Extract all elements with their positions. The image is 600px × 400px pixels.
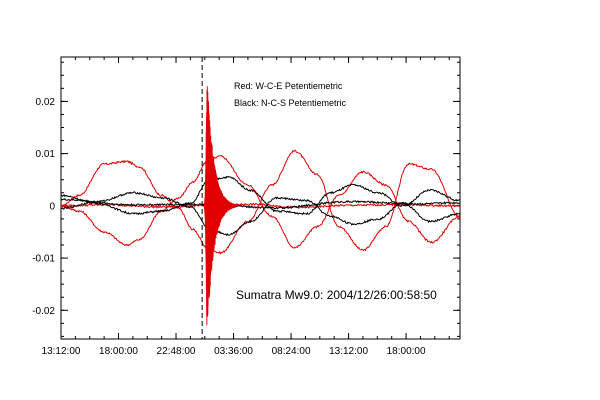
y-tick-label: -0.02: [32, 306, 55, 317]
series-line-1: [61, 155, 460, 249]
x-tick-label: 22:48:00: [157, 346, 196, 357]
legend-entry-red: Red: W-C-E Petentiemetric: [234, 81, 343, 91]
series-line-5: [61, 198, 460, 210]
series-layer: [61, 86, 460, 326]
x-tick-label: 03:36:00: [214, 346, 253, 357]
y-tick-label: 0: [49, 201, 55, 212]
plot-frame: [60, 56, 461, 340]
series-line-3: [61, 175, 460, 216]
y-tick-label: -0.01: [32, 254, 55, 265]
y-tick-label: 0.01: [36, 149, 56, 160]
series-line-2: [61, 202, 460, 210]
legend-entry-black: Black: N-C-S Petentiemetric: [234, 98, 347, 108]
x-tick-label: 13:12:00: [42, 346, 81, 357]
event-annotation: Sumatra Mw9.0: 2004/12/26:00:58:50: [236, 288, 437, 302]
seismic-burst-red: [203, 86, 237, 326]
x-tick-label: 08:24:00: [272, 346, 311, 357]
axis-ticks: [60, 57, 460, 339]
x-tick-label: 13:12:00: [329, 346, 368, 357]
tick-labels: 13:12:00 18:00:00 22:48:00 03:36:00 08:24:00…: [32, 97, 426, 357]
x-tick-label: 18:00:00: [387, 346, 426, 357]
y-tick-label: 0.02: [36, 97, 56, 108]
series-line-4: [61, 191, 460, 237]
x-tick-label: 18:00:00: [99, 346, 138, 357]
